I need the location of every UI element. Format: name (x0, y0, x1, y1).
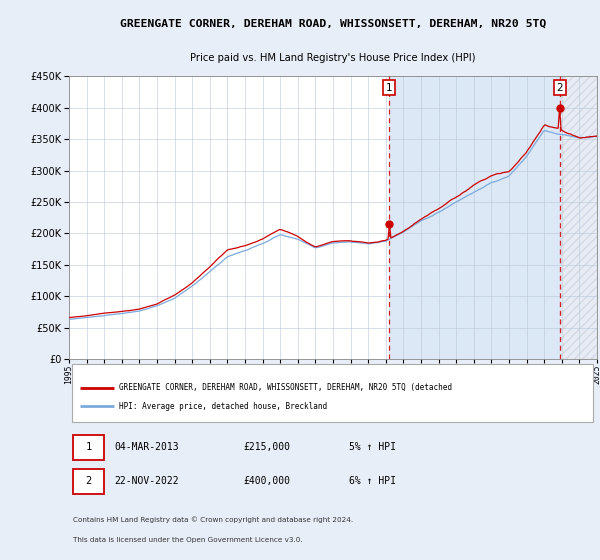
Text: 1: 1 (85, 442, 92, 452)
Text: This data is licensed under the Open Government Licence v3.0.: This data is licensed under the Open Gov… (73, 538, 303, 543)
Text: Price paid vs. HM Land Registry's House Price Index (HPI): Price paid vs. HM Land Registry's House … (190, 53, 476, 63)
Bar (560, 77, 597, 359)
FancyBboxPatch shape (71, 364, 593, 422)
Text: 04-MAR-2013: 04-MAR-2013 (114, 442, 179, 452)
Text: GREENGATE CORNER, DEREHAM ROAD, WHISSONSETT, DEREHAM, NR20 5TQ: GREENGATE CORNER, DEREHAM ROAD, WHISSONS… (120, 19, 546, 29)
Text: GREENGATE CORNER, DEREHAM ROAD, WHISSONSETT, DEREHAM, NR20 5TQ (detached: GREENGATE CORNER, DEREHAM ROAD, WHISSONS… (119, 383, 452, 392)
Text: 22-NOV-2022: 22-NOV-2022 (114, 476, 179, 486)
Text: 6% ↑ HPI: 6% ↑ HPI (349, 476, 396, 486)
Text: 5% ↑ HPI: 5% ↑ HPI (349, 442, 396, 452)
Text: £215,000: £215,000 (243, 442, 290, 452)
FancyBboxPatch shape (73, 435, 104, 460)
FancyBboxPatch shape (73, 469, 104, 494)
Text: Contains HM Land Registry data © Crown copyright and database right 2024.: Contains HM Land Registry data © Crown c… (73, 516, 353, 523)
Text: 2: 2 (557, 83, 563, 93)
Text: 2: 2 (85, 476, 92, 486)
Text: 1: 1 (385, 83, 392, 93)
Text: HPI: Average price, detached house, Breckland: HPI: Average price, detached house, Brec… (119, 402, 327, 410)
Text: £400,000: £400,000 (243, 476, 290, 486)
Bar (389, 77, 560, 359)
